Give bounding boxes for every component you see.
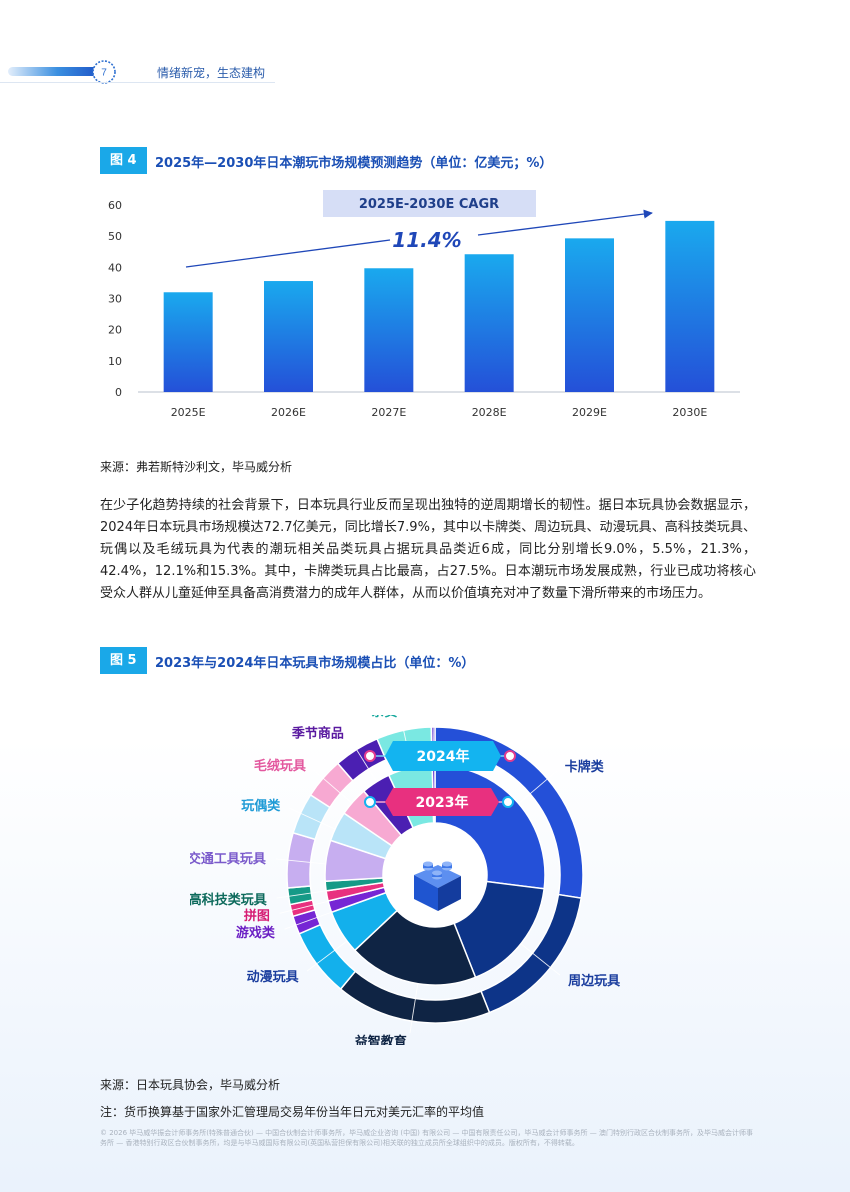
page-number: 7 bbox=[101, 68, 107, 79]
section-title: 情绪新宠，生态建构 bbox=[157, 66, 266, 80]
cagr-label-box bbox=[323, 190, 536, 217]
leader-line bbox=[276, 890, 327, 899]
category-label-玩偶类: 玩偶类 bbox=[241, 798, 281, 814]
category-label-高科技类玩具: 高科技类玩具 bbox=[190, 892, 267, 908]
bar-2029E bbox=[565, 238, 614, 392]
figure-5-note: 注：货币换算基于国家外汇管理局交易年份当年日元对美元汇率的平均值 bbox=[100, 1105, 485, 1119]
y-tick-label: 50 bbox=[108, 230, 122, 243]
category-label-季节商品: 季节商品 bbox=[291, 726, 344, 742]
inner-ring-year: 2023年 bbox=[416, 794, 469, 811]
figure-4-title: 2025年—2030年日本潮玩市场规模预测趋势（单位：亿美元；%） bbox=[155, 156, 553, 171]
figure-4-tag: 图 4 bbox=[100, 147, 147, 174]
leader-line bbox=[518, 770, 557, 804]
leader-line bbox=[313, 769, 353, 804]
toy-brick-icon bbox=[414, 861, 461, 911]
x-tick-label: 2026E bbox=[271, 406, 306, 419]
category-label-交通工具玩具: 交通工具玩具 bbox=[190, 851, 266, 867]
x-tick-label: 2030E bbox=[672, 406, 707, 419]
cagr-arrow-left bbox=[185, 239, 391, 268]
figure-4-source: 来源：弗若斯特沙利文，毕马威分析 bbox=[100, 460, 293, 474]
category-label-周边玩具: 周边玩具 bbox=[568, 974, 620, 989]
header-progress-bar bbox=[8, 67, 98, 76]
leader-line bbox=[275, 858, 326, 865]
y-tick-label: 10 bbox=[108, 355, 122, 368]
category-label-益智教育: 益智教育 bbox=[355, 1034, 407, 1045]
bar-2027E bbox=[364, 268, 414, 392]
bar-2025E bbox=[163, 292, 213, 392]
market-size-bar-chart: 0 10 20 30 40 50 60 2025E 2026E 2027E 2028E 2029E 2… bbox=[108, 190, 740, 419]
bar-2028E bbox=[464, 254, 514, 392]
cagr-value: 11.4% bbox=[392, 228, 461, 252]
category-label-毛绒玩具: 毛绒玩具 bbox=[254, 758, 306, 774]
x-tick-label: 2029E bbox=[572, 406, 607, 419]
outer-ring-label: 2024年 bbox=[364, 741, 516, 771]
bar-2030E bbox=[665, 220, 715, 392]
y-tick-label: 0 bbox=[115, 386, 122, 399]
outer-ring-year: 2024年 bbox=[417, 748, 470, 765]
category-label-其他: 其他 bbox=[405, 715, 431, 716]
leader-line bbox=[409, 983, 419, 1034]
inner-ring-label: 2023年 bbox=[364, 788, 514, 816]
body-paragraph: 在少子化趋势持续的社会背景下，日本玩具行业反而呈现出独特的逆周期增长的韧性。据日… bbox=[100, 498, 756, 601]
x-tick-label: 2028E bbox=[472, 406, 507, 419]
leader-line bbox=[306, 940, 348, 972]
y-tick-label: 40 bbox=[108, 261, 122, 274]
bar-2026E bbox=[264, 281, 313, 392]
leader-line bbox=[284, 911, 332, 930]
category-label-卡牌类: 卡牌类 bbox=[565, 759, 605, 775]
figure-5-source: 来源：日本玩具协会，毕马威分析 bbox=[100, 1078, 281, 1092]
figure-5-tag: 图 5 bbox=[100, 647, 147, 674]
x-tick-label: 2027E bbox=[371, 406, 406, 419]
cagr-arrow-right bbox=[477, 209, 653, 236]
category-label-游戏类: 游戏类 bbox=[236, 925, 276, 941]
category-label-拼图: 拼图 bbox=[244, 908, 270, 924]
copyright-footer: © 2026 毕马威华振会计师事务所(特殊普通合伙) — 中国合伙制会计师事务所… bbox=[100, 1129, 753, 1147]
cagr-label: 2025E-2030E CAGR bbox=[359, 197, 499, 212]
page-number-badge: 7 bbox=[92, 60, 116, 84]
header-divider bbox=[0, 82, 275, 83]
category-label-动漫玩具: 动漫玩具 bbox=[247, 969, 299, 985]
y-tick-label: 30 bbox=[108, 293, 122, 306]
leader-line bbox=[520, 943, 561, 976]
leader-line bbox=[289, 807, 336, 830]
leader-line bbox=[349, 739, 378, 782]
leader-line bbox=[279, 900, 329, 914]
y-tick-label: 60 bbox=[108, 199, 122, 212]
category-label-杂货: 杂货 bbox=[371, 715, 397, 720]
figure-5-title: 2023年与2024年日本玩具市场规模占比（单位：%） bbox=[155, 656, 475, 671]
x-tick-label: 2025E bbox=[171, 406, 206, 419]
y-tick-label: 20 bbox=[108, 324, 122, 337]
